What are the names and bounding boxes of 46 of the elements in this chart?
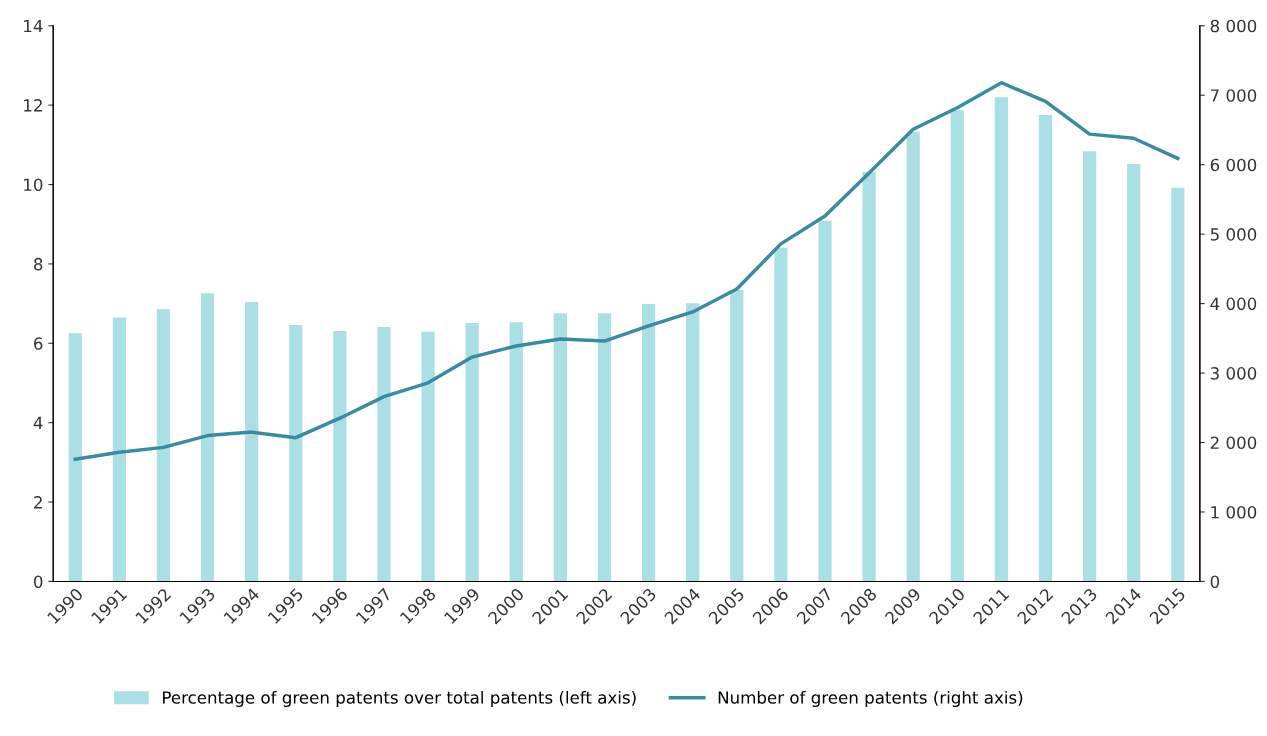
bar: [1171, 187, 1185, 582]
bar: [862, 171, 876, 582]
y-tick-label: 10: [24, 178, 43, 192]
bar: [730, 290, 744, 582]
y2-tick-label: 4 000: [1210, 297, 1257, 311]
bar: [289, 325, 303, 582]
bar: [333, 330, 347, 582]
bar: [509, 322, 523, 582]
y2-tick-label: 3 000: [1210, 367, 1257, 380]
bar: [421, 331, 435, 582]
bar: [1127, 163, 1141, 582]
bar: [200, 293, 215, 582]
y-tick-label: 0: [33, 575, 43, 589]
bar: [686, 303, 700, 582]
y-tick-label: 8: [34, 257, 43, 271]
y-tick-label: 6: [34, 337, 43, 350]
y2-tick-label: 6 000: [1210, 158, 1257, 172]
bar: [465, 323, 479, 582]
bar: [818, 220, 832, 582]
bar: [1038, 115, 1053, 582]
y2-tick-label: 1 000: [1211, 505, 1257, 519]
y2-tick-label: 8 000: [1210, 19, 1257, 33]
legend-label: Number of green patents (right axis): [718, 690, 1023, 708]
y-tick-label: 4: [33, 416, 43, 430]
y2-tick-label: 0: [1210, 575, 1220, 589]
y-tick-label: 2: [34, 496, 42, 509]
y-tick-label: 12: [24, 99, 42, 112]
bar: [245, 302, 259, 582]
bar: [906, 132, 920, 582]
bar: [68, 333, 82, 582]
bar: [950, 110, 964, 582]
bar: [774, 247, 788, 582]
legend-label: Percentage of green patents over total patents (left axis): [163, 690, 636, 708]
y2-tick-label: 2 000: [1210, 436, 1257, 450]
y2-tick-label: 5 000: [1210, 228, 1257, 241]
bar: [112, 317, 126, 582]
y2-tick-label: 7 000: [1210, 89, 1257, 102]
line-series: [73, 80, 1180, 461]
y-tick-label: 14: [24, 19, 43, 33]
bar: [597, 313, 612, 582]
bar: [156, 309, 171, 582]
bar: [994, 97, 1009, 582]
bar: [1082, 151, 1097, 582]
bar: [553, 313, 567, 582]
bar: [641, 304, 656, 582]
bar: [377, 327, 391, 582]
